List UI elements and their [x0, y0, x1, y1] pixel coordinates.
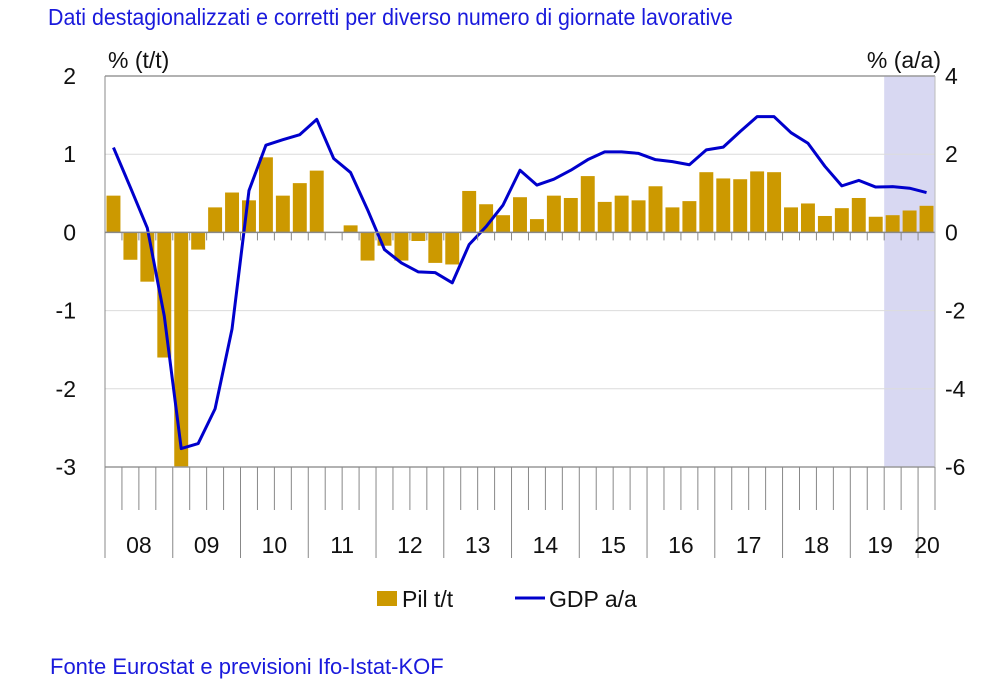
bar-pil-tt — [919, 205, 934, 233]
x-year-label: 09 — [194, 532, 220, 558]
bar-pil-tt — [275, 195, 290, 233]
bar-pil-tt — [191, 232, 206, 250]
x-year-label: 16 — [668, 532, 694, 558]
left-tick-label: -3 — [56, 454, 76, 480]
x-year-label: 08 — [126, 532, 152, 558]
bar-pil-tt — [225, 192, 240, 233]
left-tick-label: -2 — [56, 376, 76, 402]
bar-pil-tt — [614, 195, 629, 233]
x-year-label: 17 — [736, 532, 762, 558]
bar-pil-tt — [902, 210, 917, 233]
bar-pil-tt — [258, 157, 273, 233]
bar-pil-tt — [208, 207, 223, 233]
bar-pil-tt — [716, 178, 731, 233]
x-year-label: 20 — [914, 532, 940, 558]
chart-source: Fonte Eurostat e previsioni Ifo-Istat-KO… — [50, 654, 444, 679]
legend-label-pil: Pil t/t — [402, 586, 454, 612]
x-year-label: 19 — [867, 532, 893, 558]
line-gdp-aa — [112, 115, 927, 451]
bar-pil-tt — [665, 207, 680, 233]
bar-pil-tt — [343, 225, 358, 233]
bar-pil-tt — [580, 176, 595, 233]
x-year-label: 18 — [804, 532, 830, 558]
bar-pil-tt — [360, 232, 375, 261]
x-year-label: 15 — [600, 532, 626, 558]
bar-pil-tt — [733, 179, 748, 233]
left-tick-label: 1 — [63, 141, 76, 167]
bar-pil-tt — [885, 215, 900, 233]
bar-pil-tt — [546, 195, 561, 233]
bar-pil-tt — [699, 172, 714, 233]
right-tick-label: -2 — [945, 298, 965, 324]
bar-pil-tt — [529, 219, 544, 233]
bar-pil-tt — [682, 201, 697, 233]
right-tick-label: 4 — [945, 63, 958, 89]
bar-pil-tt — [174, 232, 189, 467]
bar-pil-tt — [563, 197, 578, 233]
bar-pil-tt — [513, 197, 527, 233]
right-axis-label: % (a/a) — [867, 47, 941, 73]
bar-pil-tt — [597, 201, 612, 233]
bar-pil-tt — [309, 170, 324, 233]
x-year-label: 11 — [330, 532, 354, 558]
bar-pil-tt — [445, 232, 460, 265]
x-year-label: 12 — [397, 532, 423, 558]
x-year-label: 10 — [262, 532, 288, 558]
bar-pil-tt — [428, 232, 443, 263]
legend: Pil t/t GDP a/a — [377, 586, 637, 612]
right-tick-label: -4 — [945, 376, 966, 402]
x-year-label: 14 — [533, 532, 559, 558]
left-tick-label: 0 — [63, 219, 76, 245]
bar-pil-tt — [767, 172, 782, 233]
legend-label-gdp: GDP a/a — [549, 586, 637, 612]
bar-pil-tt — [496, 215, 511, 233]
right-tick-label: 2 — [945, 141, 958, 167]
bar-pil-tt — [631, 200, 646, 233]
left-axis-label: % (t/t) — [108, 47, 169, 73]
bar-pil-tt — [479, 204, 494, 233]
right-tick-label: -6 — [945, 454, 965, 480]
bar-pil-tt — [750, 171, 765, 233]
bar-pil-tt — [394, 232, 409, 261]
bar-pil-tt — [648, 186, 663, 233]
bar-pil-tt — [411, 232, 426, 242]
left-tick-label: 2 — [63, 63, 76, 89]
bar-pil-tt — [851, 197, 866, 233]
bar-pil-tt — [817, 215, 832, 233]
bar-pil-tt — [123, 232, 138, 260]
bar-pil-tt — [462, 190, 477, 233]
forecast-shade — [884, 76, 935, 467]
bar-pil-tt — [800, 203, 815, 233]
bar-pil-tt — [868, 216, 883, 233]
chart-subtitle: Dati destagionalizzati e corretti per di… — [48, 4, 733, 30]
bar-pil-tt — [157, 232, 172, 358]
right-tick-label: 0 — [945, 219, 958, 245]
left-tick-label: -1 — [56, 298, 76, 324]
bar-pil-tt — [834, 208, 849, 233]
legend-swatch-pil — [377, 591, 397, 606]
bar-pil-tt — [784, 207, 798, 233]
x-year-label: 13 — [465, 532, 491, 558]
bar-pil-tt — [106, 195, 121, 233]
bar-pil-tt — [292, 183, 307, 233]
